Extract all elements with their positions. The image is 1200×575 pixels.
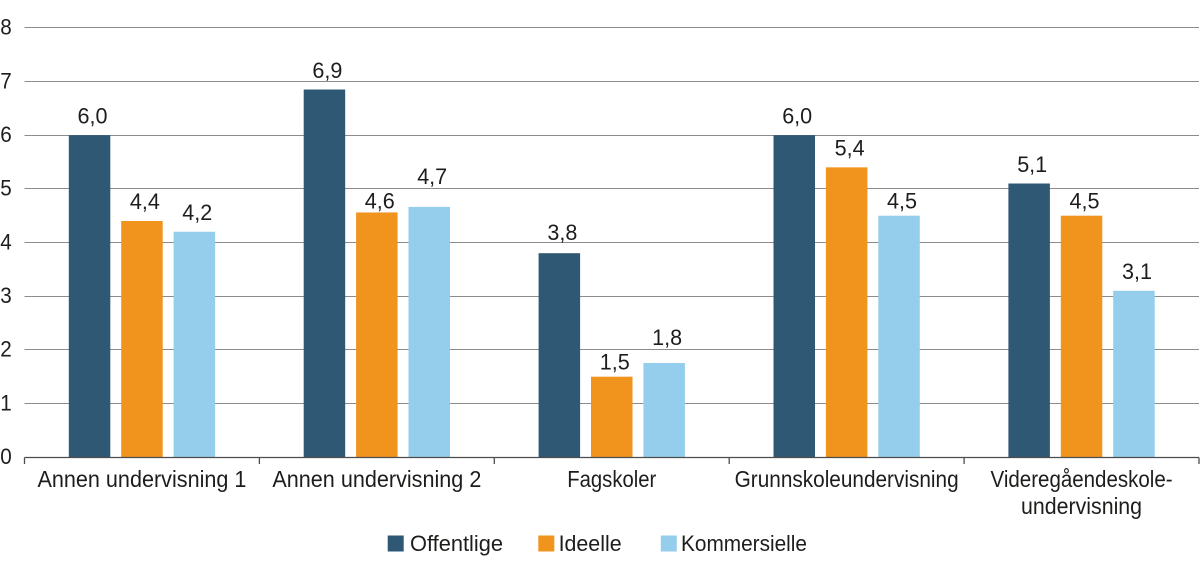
svg-text:4,2: 4,2 xyxy=(182,200,212,225)
svg-text:0: 0 xyxy=(0,444,12,469)
svg-text:4,7: 4,7 xyxy=(417,164,447,189)
svg-text:3: 3 xyxy=(0,283,12,308)
svg-text:8: 8 xyxy=(0,15,12,40)
svg-text:6,0: 6,0 xyxy=(782,103,812,128)
svg-text:3,1: 3,1 xyxy=(1122,259,1152,284)
svg-text:2: 2 xyxy=(0,337,12,362)
svg-text:4,6: 4,6 xyxy=(365,188,395,213)
svg-text:Annen undervisning 1: Annen undervisning 1 xyxy=(37,466,246,492)
svg-text:Videregåendeskole-: Videregåendeskole- xyxy=(991,466,1173,492)
svg-text:4: 4 xyxy=(0,229,12,254)
svg-text:Offentlige: Offentlige xyxy=(410,531,503,556)
svg-text:undervisning: undervisning xyxy=(1021,493,1142,519)
svg-text:4,5: 4,5 xyxy=(887,188,917,213)
svg-text:Grunnskoleundervisning: Grunnskoleundervisning xyxy=(735,466,959,492)
svg-text:Kommersielle: Kommersielle xyxy=(681,531,807,556)
svg-text:6,0: 6,0 xyxy=(78,103,108,128)
svg-text:5: 5 xyxy=(0,176,12,201)
svg-text:5,4: 5,4 xyxy=(835,136,865,161)
svg-text:5,1: 5,1 xyxy=(1017,152,1047,177)
svg-text:3,8: 3,8 xyxy=(547,220,577,245)
svg-text:6: 6 xyxy=(0,122,12,147)
svg-text:1: 1 xyxy=(0,390,12,415)
svg-text:1,5: 1,5 xyxy=(600,349,630,374)
svg-text:Fagskoler: Fagskoler xyxy=(567,466,656,492)
svg-text:6,9: 6,9 xyxy=(312,58,342,83)
svg-text:4,4: 4,4 xyxy=(130,189,160,214)
svg-text:Annen undervisning 2: Annen undervisning 2 xyxy=(272,466,481,492)
svg-text:4,5: 4,5 xyxy=(1070,188,1100,213)
svg-text:1,8: 1,8 xyxy=(652,325,682,350)
svg-text:Ideelle: Ideelle xyxy=(559,531,622,556)
svg-text:7: 7 xyxy=(0,68,12,93)
